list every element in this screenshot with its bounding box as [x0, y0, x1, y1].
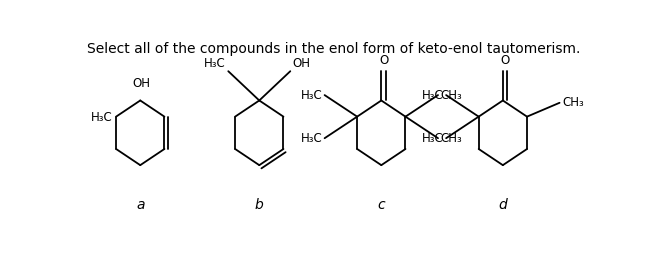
Text: H₃C: H₃C: [204, 57, 226, 70]
Text: d: d: [498, 198, 507, 212]
Text: CH₃: CH₃: [441, 132, 462, 145]
Text: H₃C: H₃C: [422, 89, 444, 102]
Text: H₃C: H₃C: [301, 89, 322, 102]
Text: Select all of the compounds in the enol form of keto-enol tautomerism.: Select all of the compounds in the enol …: [87, 42, 581, 56]
Text: H₃C: H₃C: [422, 132, 444, 145]
Text: H₃C: H₃C: [301, 132, 322, 145]
Text: a: a: [136, 198, 145, 212]
Text: O: O: [500, 54, 510, 67]
Text: H₃C: H₃C: [91, 111, 113, 124]
Text: c: c: [378, 198, 385, 212]
Text: b: b: [255, 198, 264, 212]
Text: CH₃: CH₃: [562, 96, 584, 109]
Text: CH₃: CH₃: [441, 89, 462, 102]
Text: O: O: [379, 54, 388, 67]
Text: OH: OH: [132, 77, 150, 90]
Text: OH: OH: [293, 57, 310, 70]
